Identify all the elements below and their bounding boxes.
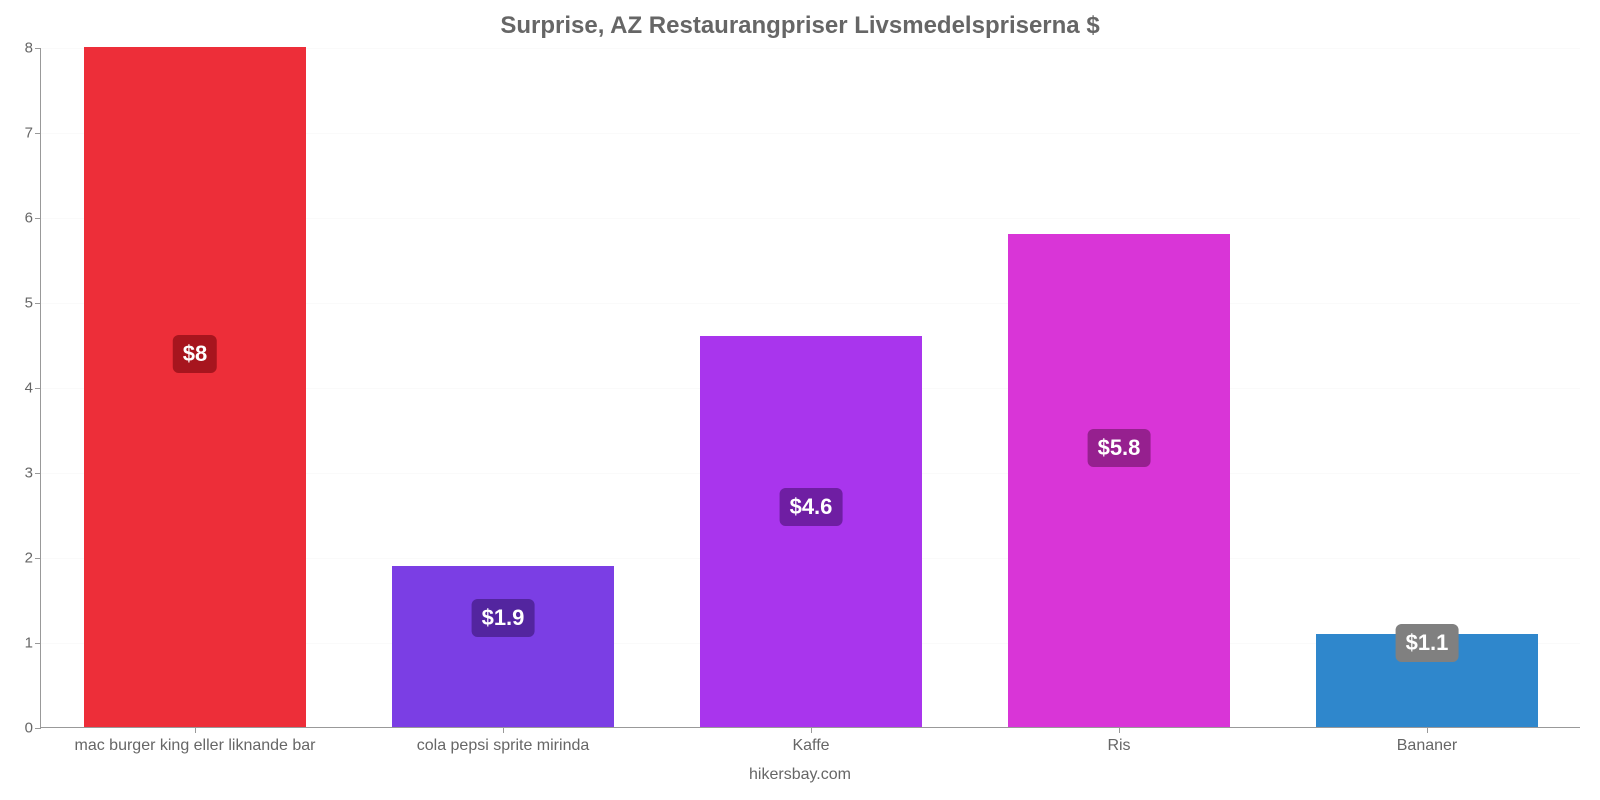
price-bar-chart: Surprise, AZ Restaurangpriser Livsmedels… [0,0,1600,800]
xtick-label: Kaffe [792,727,829,755]
ytick-label: 2 [25,550,41,567]
ytick-label: 7 [25,125,41,142]
value-badge: $5.8 [1088,429,1151,467]
ytick-label: 8 [25,40,41,57]
value-badge: $1.1 [1396,624,1459,662]
value-badge: $8 [173,335,217,373]
plot-area: 012345678$8mac burger king eller liknand… [40,48,1580,728]
ytick-label: 1 [25,635,41,652]
xtick-label: cola pepsi sprite mirinda [417,727,590,755]
bar [700,336,922,727]
chart-title: Surprise, AZ Restaurangpriser Livsmedels… [0,0,1600,46]
value-badge: $1.9 [472,599,535,637]
value-badge: $4.6 [780,488,843,526]
ytick-label: 0 [25,720,41,737]
ytick-label: 4 [25,380,41,397]
xtick-label: mac burger king eller liknande bar [74,727,315,755]
xtick-label: Ris [1107,727,1130,755]
bar [1008,234,1230,727]
ytick-label: 6 [25,210,41,227]
bar [84,47,306,727]
attribution: hikersbay.com [0,766,1600,784]
xtick-label: Bananer [1397,727,1458,755]
ytick-label: 5 [25,295,41,312]
bar [392,566,614,728]
ytick-label: 3 [25,465,41,482]
